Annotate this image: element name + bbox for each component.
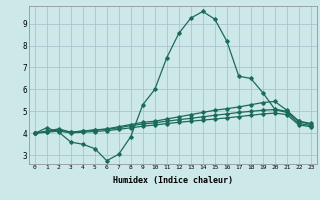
X-axis label: Humidex (Indice chaleur): Humidex (Indice chaleur): [113, 176, 233, 185]
